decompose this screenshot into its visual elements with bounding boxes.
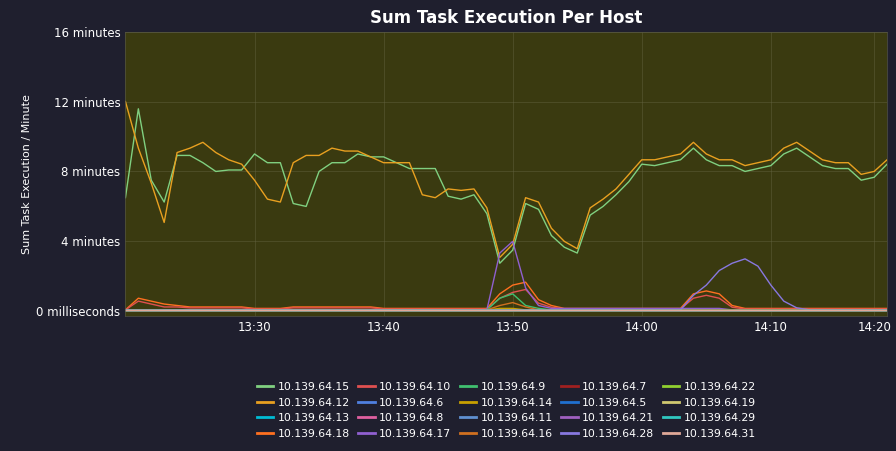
Title: Sum Task Execution Per Host: Sum Task Execution Per Host <box>370 9 642 27</box>
Y-axis label: Sum Task Execution / Minute: Sum Task Execution / Minute <box>22 94 32 253</box>
Legend: 10.139.64.15, 10.139.64.12, 10.139.64.13, 10.139.64.18, 10.139.64.10, 10.139.64.: 10.139.64.15, 10.139.64.12, 10.139.64.13… <box>253 378 760 443</box>
